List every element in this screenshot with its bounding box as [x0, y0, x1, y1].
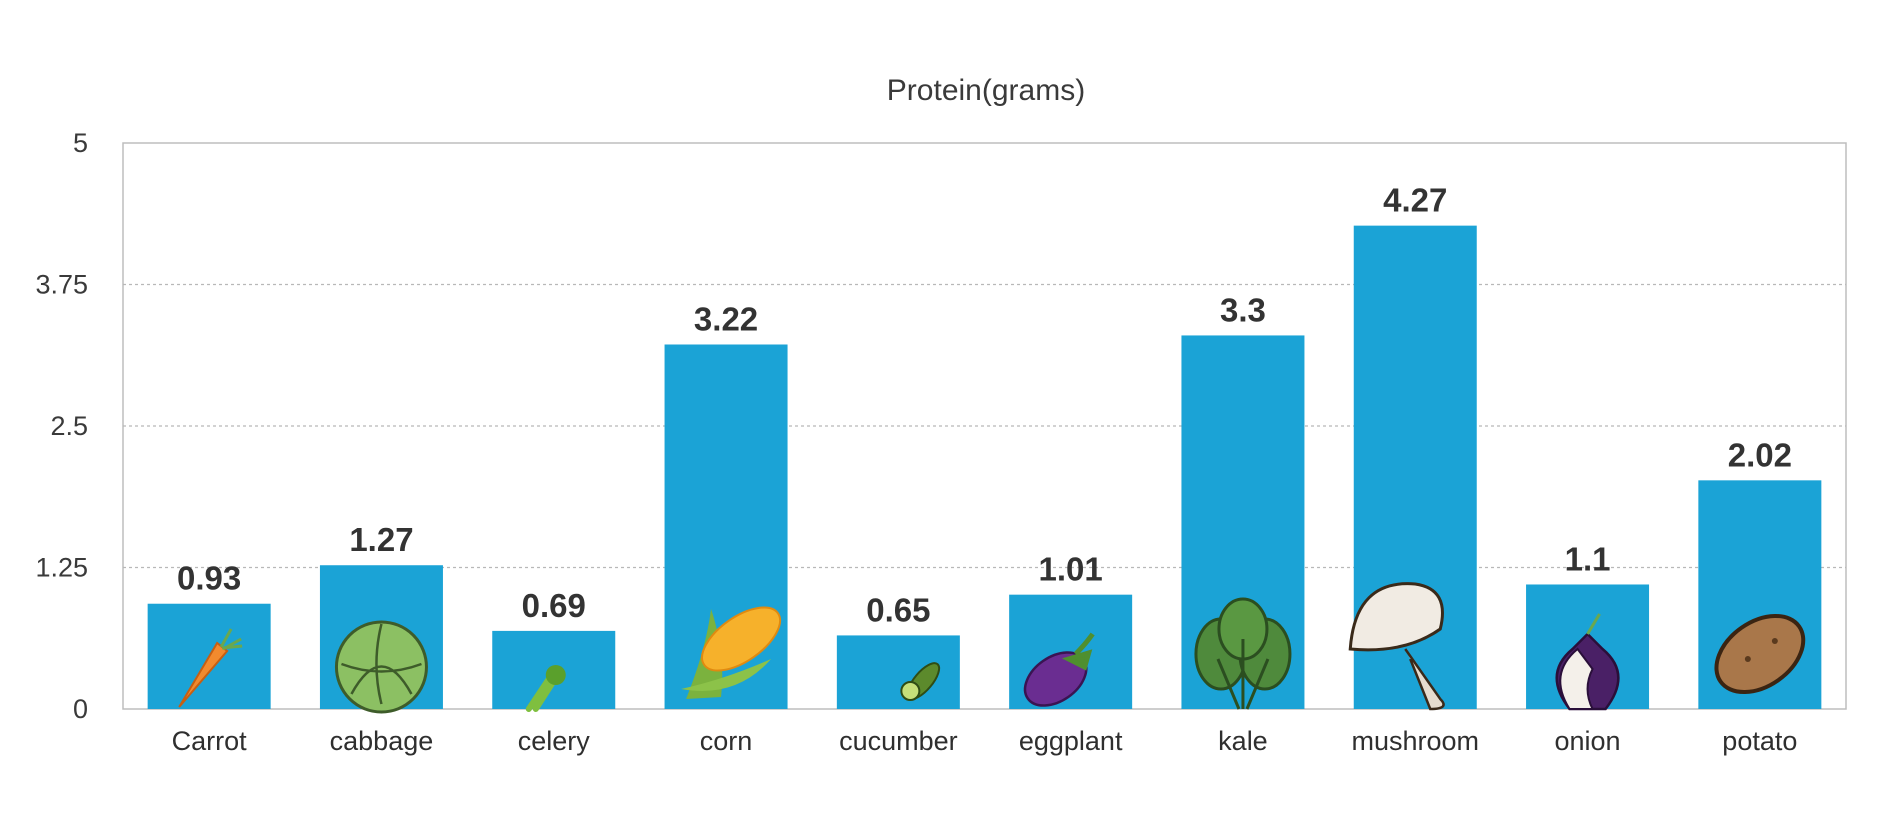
data-label: 3.3 — [1220, 291, 1266, 328]
cabbage-icon — [334, 620, 428, 714]
x-tick-label: potato — [1722, 726, 1797, 756]
y-tick-label: 1.25 — [35, 553, 88, 583]
y-tick-label: 0 — [73, 694, 88, 724]
data-label: 3.22 — [694, 300, 758, 337]
x-tick-label: cabbage — [330, 726, 434, 756]
chart-title: Protein(grams) — [887, 74, 1085, 107]
celery-icon — [525, 665, 566, 712]
x-tick-label: celery — [518, 726, 591, 756]
cucumber-icon — [900, 662, 941, 701]
y-tick-label: 3.75 — [35, 270, 88, 300]
data-label: 0.65 — [866, 591, 930, 628]
onion-icon — [1555, 613, 1620, 711]
corn-icon — [681, 606, 782, 699]
kale-icon — [1194, 597, 1292, 710]
data-label: 0.93 — [177, 560, 241, 597]
x-tick-label: mushroom — [1351, 726, 1479, 756]
x-tick-label: eggplant — [1019, 726, 1123, 756]
eggplant-icon — [1023, 632, 1095, 707]
carrot-icon — [178, 628, 243, 708]
data-label: 4.27 — [1383, 182, 1447, 219]
data-label: 1.01 — [1039, 551, 1103, 588]
x-tick-label: cucumber — [839, 726, 958, 756]
y-tick-label: 2.5 — [50, 411, 88, 441]
data-label: 0.69 — [522, 587, 586, 624]
mushroom-icon — [1348, 582, 1445, 711]
data-label: 1.1 — [1565, 540, 1611, 577]
bar-cucumber — [836, 635, 960, 709]
data-label: 2.02 — [1728, 436, 1792, 473]
y-tick-label: 5 — [73, 128, 88, 158]
potato-icon — [1714, 613, 1806, 695]
x-tick-label: onion — [1555, 726, 1621, 756]
x-tick-label: Carrot — [172, 726, 248, 756]
data-label: 1.27 — [349, 521, 413, 558]
x-tick-label: corn — [700, 726, 753, 756]
x-tick-label: kale — [1218, 726, 1268, 756]
